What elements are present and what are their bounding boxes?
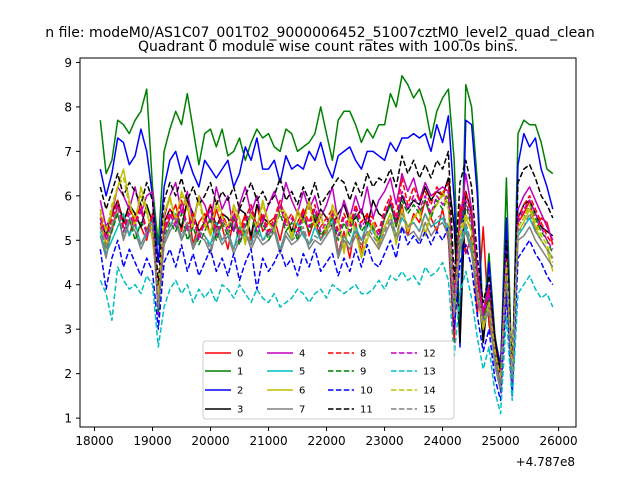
y-tick-label: 7 bbox=[64, 145, 72, 159]
legend-label-13: 13 bbox=[423, 367, 436, 378]
series-line-11 bbox=[99, 150, 554, 375]
series-line-2 bbox=[99, 115, 554, 393]
legend-label-8: 8 bbox=[360, 349, 366, 360]
x-tick-label: 24000 bbox=[423, 434, 461, 448]
y-tick-label: 2 bbox=[64, 367, 72, 381]
y-tick-label: 8 bbox=[64, 100, 72, 114]
legend-label-4: 4 bbox=[299, 349, 305, 360]
series-line-10 bbox=[99, 226, 554, 402]
legend-label-9: 9 bbox=[360, 367, 366, 378]
x-tick-label: 23000 bbox=[365, 434, 403, 448]
legend-label-6: 6 bbox=[299, 386, 305, 397]
legend-label-12: 12 bbox=[423, 349, 436, 360]
file-suptitle: n file: modeM0/AS1C07_001T02_9000006452_… bbox=[45, 25, 594, 41]
y-tick-label: 5 bbox=[64, 234, 72, 248]
y-tick-label: 3 bbox=[64, 323, 72, 337]
series-line-13 bbox=[99, 261, 554, 415]
y-tick-label: 1 bbox=[64, 412, 72, 426]
x-tick-label: 21000 bbox=[249, 434, 287, 448]
series-line-1 bbox=[99, 75, 554, 388]
legend-label-14: 14 bbox=[423, 386, 436, 397]
y-axis: 1 2 3 4 5 6 7 8 9 bbox=[64, 56, 80, 426]
x-tick-label: 22000 bbox=[307, 434, 345, 448]
x-axis: 18000 19000 20000 21000 22000 23000 24000 25000… bbox=[75, 427, 578, 448]
x-tick-label: 26000 bbox=[540, 434, 578, 448]
y-tick-label: 4 bbox=[64, 278, 72, 292]
legend-label-5: 5 bbox=[299, 367, 305, 378]
legend-label-7: 7 bbox=[299, 405, 305, 416]
legend-label-0: 0 bbox=[237, 349, 243, 360]
legend-label-1: 1 bbox=[237, 367, 243, 378]
legend-frame bbox=[202, 340, 455, 420]
x-tick-label: 18000 bbox=[75, 434, 113, 448]
legend-label-11: 11 bbox=[360, 405, 373, 416]
legend-label-3: 3 bbox=[237, 405, 243, 416]
x-tick-label: 25000 bbox=[481, 434, 519, 448]
series-line-4 bbox=[99, 172, 554, 388]
plot-frame bbox=[79, 57, 577, 428]
chart-title: Quadrant 0 module wise count rates with … bbox=[138, 39, 518, 55]
x-tick-label: 19000 bbox=[133, 434, 171, 448]
series-line-15 bbox=[99, 208, 554, 388]
legend-label-10: 10 bbox=[360, 386, 373, 397]
y-tick-label: 6 bbox=[64, 189, 72, 203]
series-layer bbox=[99, 75, 554, 415]
x-offset-label: +4.787e8 bbox=[516, 455, 575, 469]
legend-label-2: 2 bbox=[237, 386, 243, 397]
legend-label-15: 15 bbox=[423, 405, 436, 416]
x-tick-label: 20000 bbox=[191, 434, 229, 448]
y-tick-label: 9 bbox=[64, 56, 72, 70]
